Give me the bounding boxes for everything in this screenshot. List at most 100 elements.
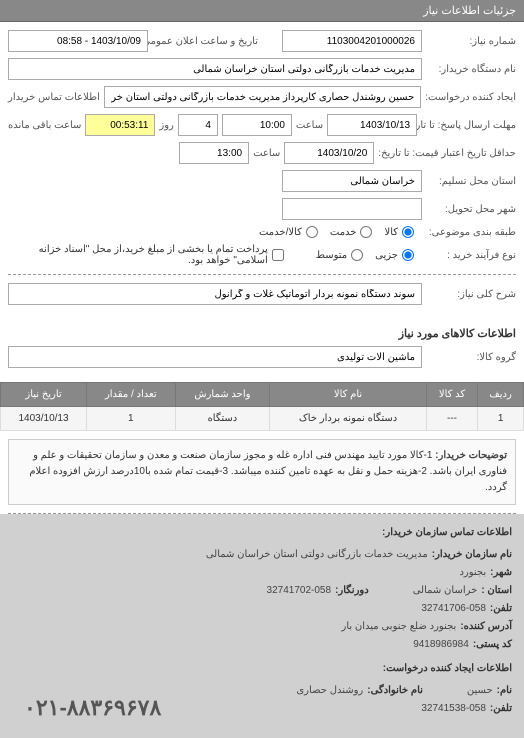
process-label: نوع فرآیند خرید : <box>426 250 516 261</box>
cell-date: 1403/10/13 <box>1 407 87 431</box>
creator-phone-value: 32741538-058 <box>421 700 486 718</box>
contact-org-row: نام سازمان خریدار: مدیریت خدمات بازرگانی… <box>12 546 512 564</box>
notes-section: توضیحات خریدار: 1-كالا مورد تاييد مهندس … <box>8 439 516 505</box>
row-general-desc: شرح کلی نیاز: <box>8 283 516 305</box>
request-creator-title: اطلاعات ایجاد کننده درخواست: <box>12 660 512 678</box>
items-form: گروه کالا: <box>0 346 524 382</box>
creator-input[interactable] <box>104 86 421 108</box>
day-input[interactable] <box>178 114 218 136</box>
row-response-deadline: مهلت ارسال پاسخ: تا تاریخ: ساعت روز ساعت… <box>8 114 516 136</box>
name-label: نام: <box>497 682 512 700</box>
contact-province-value: خراسان شمالی <box>413 582 478 600</box>
validity-label: حداقل تاریخ اعتبار قیمت: تا تاریخ: <box>378 148 516 159</box>
row-validity: حداقل تاریخ اعتبار قیمت: تا تاریخ: ساعت <box>8 142 516 164</box>
cell-index: 1 <box>478 407 524 431</box>
row-request-number: شماره نیاز: تاریخ و ساعت اعلان عمومی: <box>8 30 516 52</box>
validity-time-label: ساعت <box>253 148 280 159</box>
request-number-input[interactable] <box>282 30 422 52</box>
notes-label: توضیحات خریدار: <box>435 450 507 461</box>
cell-name: دستگاه نمونه بردار خاک <box>270 407 427 431</box>
address-value: بجنورد ضلع جنوبی میدان بار <box>341 618 456 636</box>
radio-service-label: خدمت <box>330 227 357 238</box>
validity-time-input[interactable] <box>179 142 249 164</box>
city-input[interactable] <box>282 198 422 220</box>
divider-1 <box>8 274 516 275</box>
org-name-label: نام سازمان خریدار: <box>432 546 512 564</box>
col-code: کد کالا <box>426 383 477 407</box>
city-label: شهر محل تحویل: <box>426 204 516 215</box>
response-date-input[interactable] <box>327 114 417 136</box>
contact-title: اطلاعات تماس سازمان خریدار: <box>12 524 512 542</box>
name-value: حسین <box>467 682 493 700</box>
radio-goods-service-item: کالا/خدمت <box>259 226 318 238</box>
contact-section: اطلاعات تماس سازمان خریدار: نام سازمان خ… <box>0 514 524 738</box>
cell-code: --- <box>426 407 477 431</box>
items-section-title: اطلاعات کالاهای مورد نیاز <box>8 327 516 340</box>
validity-date-input[interactable] <box>284 142 374 164</box>
postal-value: 9418986984 <box>413 636 469 654</box>
contact-city-label: شهر: <box>490 564 512 582</box>
buyer-name-input[interactable] <box>8 58 422 80</box>
announce-date-label: تاریخ و ساعت اعلان عمومی: <box>152 36 258 47</box>
contact-city-row: شهر: بجنورد <box>12 564 512 582</box>
header-title: جزئیات اطلاعات نیاز <box>423 5 516 17</box>
family-label: نام خانوادگی: <box>367 682 423 700</box>
fax-value: 32741702-058 <box>267 582 332 600</box>
category-label: طبقه بندی موضوعی: <box>426 227 516 238</box>
province-input[interactable] <box>282 170 422 192</box>
row-city: شهر محل تحویل: <box>8 198 516 220</box>
radio-goods-service-label: کالا/خدمت <box>259 227 302 238</box>
request-number-label: شماره نیاز: <box>426 36 516 47</box>
creator-phone-label: تلفن: <box>490 700 512 718</box>
radio-medium[interactable] <box>351 249 363 261</box>
radio-medium-item: متوسط <box>316 249 363 261</box>
postal-label: کد پستی: <box>473 636 512 654</box>
address-label: آدرس کننده: <box>460 618 512 636</box>
province-label: استان محل تسلیم: <box>426 176 516 187</box>
cell-unit: دستگاه <box>175 407 270 431</box>
table-row: 1 --- دستگاه نمونه بردار خاک دستگاه 1 14… <box>1 407 524 431</box>
row-group: گروه کالا: <box>8 346 516 368</box>
response-deadline-label: مهلت ارسال پاسخ: تا تاریخ: <box>421 120 516 131</box>
table-header-row: ردیف کد کالا نام کالا واحد شمارش تعداد /… <box>1 383 524 407</box>
contact-province-label: استان : <box>481 582 512 600</box>
contact-province-row: استان : خراسان شمالی دورنگار: 32741702-0… <box>12 582 512 600</box>
radio-goods-item: کالا <box>384 226 414 238</box>
row-province: استان محل تسلیم: <box>8 170 516 192</box>
response-time-input[interactable] <box>222 114 292 136</box>
radio-small[interactable] <box>402 249 414 261</box>
col-date: تاریخ نیاز <box>1 383 87 407</box>
fax-label: دورنگار: <box>335 582 369 600</box>
remaining-label: ساعت باقی مانده <box>8 120 81 131</box>
radio-small-label: جزیی <box>375 250 398 261</box>
family-value: روشندل حصاری <box>296 682 363 700</box>
items-table: ردیف کد کالا نام کالا واحد شمارش تعداد /… <box>0 382 524 431</box>
remaining-time-input[interactable] <box>85 114 155 136</box>
page-header: جزئیات اطلاعات نیاز <box>0 0 524 22</box>
col-name: نام کالا <box>270 383 427 407</box>
radio-service-item: خدمت <box>330 226 373 238</box>
contact-phone-row: تلفن: 32741706-058 <box>12 600 512 618</box>
creator-label: ایجاد کننده درخواست: <box>425 92 516 103</box>
checkbox-treasury-item: پرداخت تمام یا بخشی از مبلغ خرید،از محل … <box>8 244 284 266</box>
group-label: گروه کالا: <box>426 352 516 363</box>
radio-medium-label: متوسط <box>316 250 347 261</box>
radio-service[interactable] <box>360 226 372 238</box>
checkbox-treasury-label: پرداخت تمام یا بخشی از مبلغ خرید،از محل … <box>8 244 268 266</box>
contact-address-row: آدرس کننده: بجنورد ضلع جنوبی میدان بار <box>12 618 512 636</box>
main-form: شماره نیاز: تاریخ و ساعت اعلان عمومی: نا… <box>0 22 524 319</box>
announce-date-input[interactable] <box>8 30 148 52</box>
row-category: طبقه بندی موضوعی: کالا خدمت کالا/خدمت <box>8 226 516 238</box>
day-label: روز <box>159 120 174 131</box>
radio-goods-label: کالا <box>384 227 398 238</box>
org-name-value: مدیریت خدمات بازرگانی دولتی استان خراسان… <box>206 546 428 564</box>
checkbox-treasury[interactable] <box>272 249 284 261</box>
response-time-label: ساعت <box>296 120 323 131</box>
general-desc-input[interactable] <box>8 283 422 305</box>
contact-city-value: بجنورد <box>459 564 486 582</box>
col-qty: تعداد / مقدار <box>87 383 175 407</box>
radio-goods-service[interactable] <box>306 226 318 238</box>
row-buyer-name: نام دستگاه خریدار: <box>8 58 516 80</box>
group-input[interactable] <box>8 346 422 368</box>
radio-goods[interactable] <box>402 226 414 238</box>
